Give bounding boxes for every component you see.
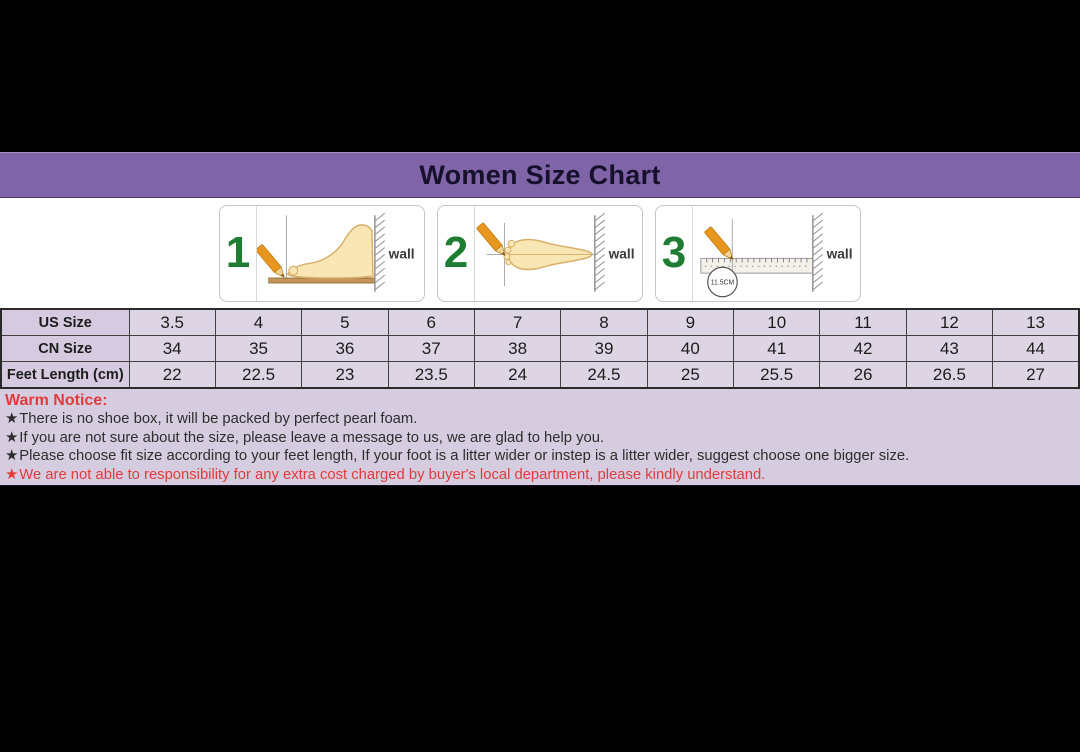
warm-notice-title: Warm Notice: (5, 392, 108, 409)
size-value-cell: 7 (473, 308, 562, 336)
size-value-cell: 10 (733, 308, 821, 336)
size-value-cell: 23.5 (387, 361, 475, 389)
foot-top-measure-illustration: wall (476, 212, 635, 292)
foot-side-measure-illustration: wall (257, 212, 415, 292)
notice-item: ★If you are not sure about the size, ple… (5, 429, 1075, 448)
measurement-value: 11.5CM (711, 279, 735, 286)
size-value-cell: 42 (819, 335, 907, 362)
notice-text: We are not able to responsibility for an… (19, 466, 766, 483)
big-toe-shape (288, 265, 299, 276)
size-table-row: Feet Length (cm) 22 22.5 23 23.5 24 24.5 25 25.5… (0, 361, 1080, 389)
size-value-cell: 39 (560, 335, 648, 362)
size-value-cell: 12 (905, 308, 994, 336)
size-value-cell: 3.5 (128, 308, 216, 336)
step-number-3: 3 (656, 205, 693, 301)
toe-shape (507, 239, 516, 248)
foot-side-shape (287, 223, 374, 279)
size-value-cell: 24 (473, 361, 562, 389)
toe-shape (504, 246, 512, 253)
board-shape (268, 277, 376, 283)
size-value-cell: 41 (733, 335, 821, 362)
size-value-cell: 38 (473, 335, 562, 362)
size-row-label: CN Size (0, 335, 130, 362)
pencil-icon (257, 243, 285, 278)
ruler-measure-illustration: wall 11.5CM (700, 212, 853, 297)
wall-label: wall (608, 246, 635, 261)
wall-label: wall (826, 246, 853, 261)
size-value-cell: 25 (646, 361, 735, 389)
size-table-row: CN Size 34 35 36 37 38 39 40 41 42 43 44 (0, 335, 1080, 362)
size-value-cell: 43 (905, 335, 994, 362)
size-value-cell: 23 (301, 361, 389, 389)
step-number-1: 1 (220, 205, 257, 301)
size-value-cell: 36 (301, 335, 389, 362)
size-value-cell: 22 (128, 361, 216, 389)
notice-text: If you are not sure about the size, plea… (19, 429, 605, 446)
notice-item: ★Please choose fit size according to you… (5, 447, 1075, 466)
size-value-cell: 11 (819, 308, 907, 336)
wall-hatch (812, 212, 824, 292)
size-value-cell: 6 (387, 308, 475, 336)
toe-shape (505, 258, 512, 265)
size-table: US Size 3.5 4 5 6 7 8 9 10 11 12 13 CN Size 34 35 36 37 3… (0, 308, 1080, 389)
size-value-cell: 34 (128, 335, 216, 362)
size-value-cell: 26.5 (905, 361, 994, 389)
measure-step-panel-3: 3 wall 11.5CM (655, 204, 861, 302)
size-row-label: US Size (0, 308, 130, 336)
size-value-cell: 24.5 (560, 361, 648, 389)
size-table-row: US Size 3.5 4 5 6 7 8 9 10 11 12 13 (0, 308, 1080, 336)
notice-item: ★We are not able to responsibility for a… (5, 466, 1075, 485)
wall-hatch (594, 212, 606, 292)
size-value-cell: 40 (646, 335, 735, 362)
toe-shape (503, 252, 511, 260)
size-value-cell: 4 (214, 308, 303, 336)
size-value-cell: 13 (992, 308, 1080, 336)
wall-hatch (374, 212, 386, 292)
star-icon: ★ (5, 448, 19, 465)
step-number-2: 2 (438, 205, 475, 301)
size-value-cell: 9 (646, 308, 735, 336)
size-row-label: Feet Length (cm) (0, 361, 130, 389)
star-icon: ★ (5, 466, 19, 483)
ruler-ticks (706, 257, 808, 262)
star-icon: ★ (5, 411, 19, 427)
wall-label: wall (388, 246, 415, 261)
pencil-icon (476, 222, 506, 256)
size-value-cell: 22.5 (214, 361, 303, 389)
measure-steps: 1 wall 2 (0, 198, 1080, 308)
size-value-cell: 5 (301, 308, 389, 336)
measurement-circle (707, 266, 738, 297)
notice-text: Please choose fit size according to your… (19, 448, 910, 465)
size-value-cell: 26 (819, 361, 907, 389)
size-value-cell: 8 (560, 308, 648, 336)
notice-text: There is no shoe box, it will be packed … (19, 411, 418, 427)
warm-notice: Warm Notice: ★There is no shoe box, it w… (0, 389, 1080, 486)
size-value-cell: 37 (387, 335, 475, 362)
measure-step-panel-1: 1 wall (219, 204, 425, 302)
size-chart: Women Size Chart 1 wall (0, 152, 1080, 486)
chart-title-bar: Women Size Chart (0, 152, 1080, 198)
size-value-cell: 35 (214, 335, 303, 362)
notice-item: ★There is no shoe box, it will be packed… (5, 410, 1075, 429)
size-value-cell: 27 (992, 361, 1080, 389)
warm-notice-list: ★There is no shoe box, it will be packed… (5, 410, 1075, 484)
pencil-icon (704, 226, 734, 260)
size-value-cell: 25.5 (733, 361, 821, 389)
star-icon: ★ (5, 429, 19, 446)
measure-step-panel-2: 2 wall (437, 204, 643, 302)
size-value-cell: 44 (992, 335, 1080, 362)
chart-title: Women Size Chart (419, 159, 661, 190)
